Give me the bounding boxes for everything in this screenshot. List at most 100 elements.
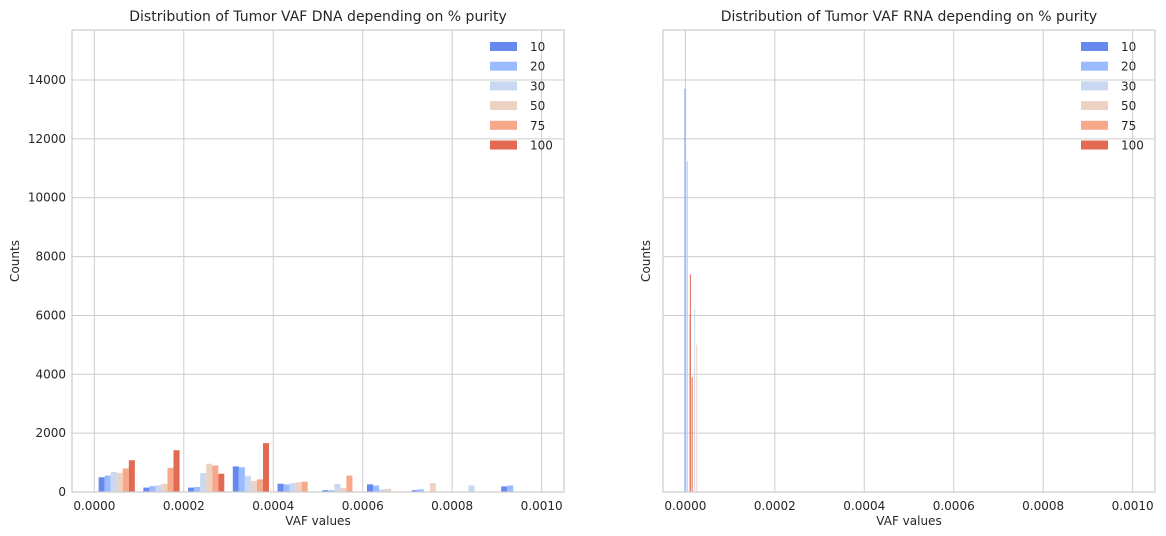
chart1-y-tick-label: 0 [58,485,66,499]
chart1-bar-20 [194,486,201,492]
chart2-x-tick-label: 0.0000 [664,499,706,513]
chart1-bar-75 [122,468,129,492]
chart1-bar-75 [167,467,174,492]
chart2-bar-50 [696,344,698,492]
chart1-bar-10 [98,477,105,492]
chart1-bar-75 [212,465,219,492]
chart1-bar-20 [373,485,380,492]
chart1-bar-20 [104,475,111,492]
chart1-bar-30 [200,473,207,492]
chart1-x-tick-label: 0.0004 [252,499,294,513]
chart1-bar-75 [301,481,308,492]
chart2-legend-label-20: 20 [1121,60,1136,74]
chart1-y-tick-label: 2000 [35,426,66,440]
chart1-bar-100 [173,450,180,492]
chart1-bar-50 [340,487,347,492]
chart1-bar-30 [289,483,296,492]
chart2-legend-label-50: 50 [1121,99,1136,113]
chart2-legend-label-30: 30 [1121,79,1136,93]
chart2-legend-label-75: 75 [1121,119,1136,133]
chart1-bar-20 [417,489,424,492]
chart1-bar-30 [334,484,341,492]
chart1-bar-50 [116,472,123,492]
chart1-legend-swatch-75 [490,120,517,130]
chart2-bar-30 [694,309,696,492]
chart1-bar-50 [429,483,436,492]
chart1-legend-swatch-30 [490,81,517,91]
chart1-y-tick-label: 10000 [28,191,66,205]
chart1-legend-label-30: 30 [530,79,545,93]
chart2-bar-30 [687,160,689,493]
chart1-title: Distribution of Tumor VAF DNA depending … [129,9,507,25]
chart2-legend-swatch-30 [1081,81,1108,91]
chart1-bar-75 [346,475,353,492]
chart1-bar-75 [256,479,263,492]
chart2-title: Distribution of Tumor VAF RNA depending … [721,9,1097,25]
chart2-x-tick-label: 0.0004 [843,499,885,513]
chart1-x-tick-label: 0.0000 [73,499,115,513]
chart1-bar-20 [328,490,335,492]
chart2-legend-swatch-10 [1081,42,1108,51]
chart1-bar-10 [188,487,195,492]
chart1-y-tick-label: 12000 [28,132,66,146]
chart2-bar-20 [684,90,686,493]
chart1-bar-30 [155,485,162,492]
chart2-x-tick-label: 0.0006 [933,499,975,513]
chart1-legend-swatch-100 [490,140,517,150]
chart1-bar-30 [468,485,475,492]
chart1-y-tick-label: 8000 [35,250,66,264]
chart1-bar-10 [411,490,418,492]
chart1-axes-frame [71,29,565,493]
chart2-legend-swatch-100 [1081,140,1108,150]
chart1-bar-30 [110,471,117,492]
chart1-bar-10 [501,486,508,492]
chart1-bar-20 [149,486,156,492]
chart2-legend-swatch-50 [1081,101,1108,111]
chart1-bar-10 [277,483,284,492]
chart1-x-axis-label: VAF values [285,514,350,528]
chart2-y-axis-label: Counts [639,240,653,282]
chart1-bar-50 [250,480,257,492]
chart1-y-axis-label: Counts [8,240,22,282]
chart1-x-tick-label: 0.0008 [431,499,473,513]
chart2-axes-frame [662,29,1156,493]
chart1-legend-swatch-20 [490,61,517,71]
chart1-bar-50 [295,482,302,492]
chart1-x-tick-label: 0.0010 [521,499,563,513]
chart2-x-axis-label: VAF values [876,514,941,528]
chart2-legend-swatch-20 [1081,61,1108,71]
chart1-bar-10 [366,484,374,492]
chart1-bar-20 [283,484,290,492]
chart1-y-tick-label: 14000 [28,73,66,87]
chart1-bar-100 [262,443,270,492]
chart1-bar-50 [161,483,168,492]
chart1-bar-20 [507,485,514,492]
chart1-y-tick-label: 4000 [35,367,66,381]
chart1-legend-swatch-50 [490,101,517,111]
chart2-bar-100 [691,377,693,492]
chart1-legend-label-20: 20 [530,60,545,74]
chart1-legend-label-10: 10 [530,40,545,54]
chart1-bar-50 [206,463,213,492]
chart2-legend-swatch-75 [1081,120,1108,130]
chart2-legend-label-100: 100 [1121,139,1144,153]
chart1-legend-swatch-10 [490,42,517,51]
chart1-legend-label-50: 50 [530,99,545,113]
chart1-bar-30 [379,489,386,492]
chart2-x-tick-label: 0.0008 [1022,499,1064,513]
chart2-x-tick-label: 0.0002 [754,499,796,513]
chart1-x-tick-label: 0.0006 [342,499,384,513]
chart1-bar-10 [322,490,329,492]
chart1-legend-label-75: 75 [530,119,545,133]
chart2-legend-label-10: 10 [1121,40,1136,54]
chart1-legend-label-100: 100 [530,139,553,153]
chart1-bar-100 [128,460,135,492]
chart1-bar-30 [244,475,251,492]
chart1-x-tick-label: 0.0002 [163,499,205,513]
chart1-bar-10 [232,466,239,492]
chart1-bar-10 [143,487,150,492]
chart1-y-tick-label: 6000 [35,308,66,322]
chart1-bar-100 [218,473,225,492]
chart2-bar-100 [689,274,691,492]
